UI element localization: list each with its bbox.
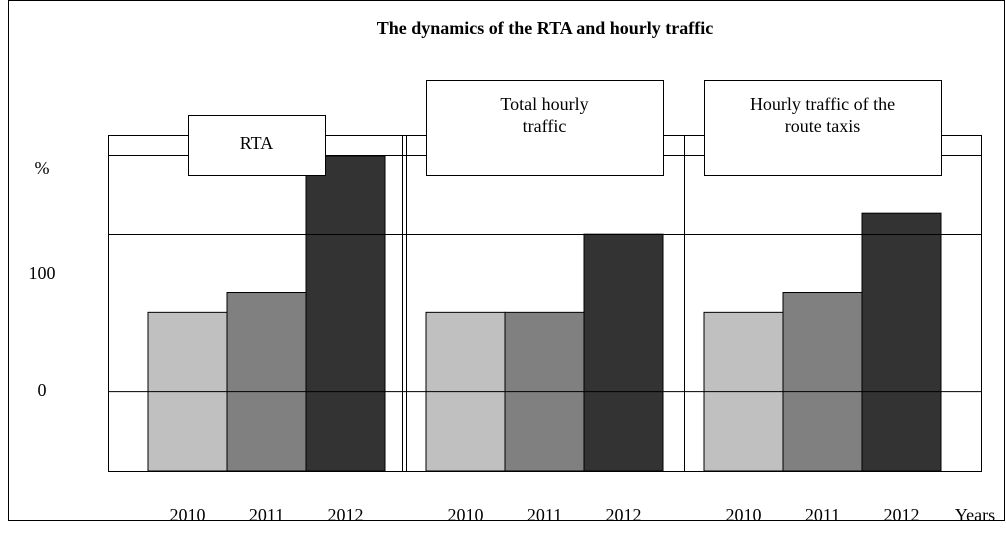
x-tick-label: 2010 [448, 505, 484, 525]
panel-title-box [188, 115, 326, 176]
panel-title-box [426, 80, 664, 176]
bar [226, 292, 307, 472]
panel-title-line: route taxis [785, 116, 860, 136]
y-tick-label: 100 [29, 263, 56, 283]
x-tick-label: 2011 [527, 505, 562, 525]
panel-title-box [704, 80, 942, 176]
panel-title-line: Hourly traffic of the [750, 94, 895, 114]
bar [782, 292, 863, 472]
bar [583, 233, 664, 472]
panel-title-line: Total hourly [500, 94, 588, 114]
x-tick-label: 2011 [249, 505, 284, 525]
x-tick-label: 2012 [884, 505, 920, 525]
chart-title: The dynamics of the RTA and hourly traff… [377, 18, 714, 38]
panel-title: Hourly traffic of the route taxis [750, 94, 895, 136]
bar [861, 212, 942, 472]
x-axis-label: Years [955, 505, 995, 525]
panel-title-line: traffic [523, 116, 567, 136]
panel-title: RTA [240, 133, 273, 153]
y-tick-label: 0 [38, 380, 47, 400]
x-tick-label: 2010 [170, 505, 206, 525]
x-tick-label: 2010 [726, 505, 762, 525]
outer-border [8, 0, 1005, 521]
y-axis-label: % [35, 158, 50, 178]
x-tick-label: 2012 [606, 505, 642, 525]
bar [305, 155, 386, 472]
x-tick-label: 2012 [328, 505, 364, 525]
panel-title: Total hourly traffic [500, 94, 588, 136]
x-tick-label: 2011 [805, 505, 840, 525]
